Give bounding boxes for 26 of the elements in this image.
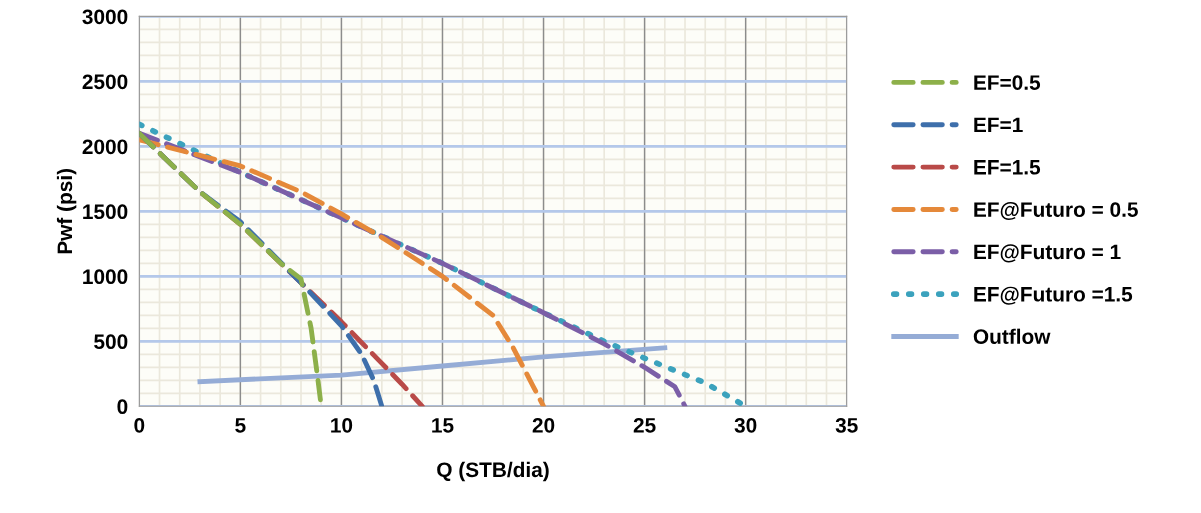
x-tick-label: 25 [633, 417, 656, 433]
legend-label: EF@Futuro = 0.5 [974, 201, 1138, 221]
x-tick-label: 15 [432, 418, 454, 433]
legend-label: Outflow [973, 328, 1051, 344]
x-tick-label: 35 [835, 417, 858, 433]
y-tick-label: 500 [94, 334, 128, 350]
y-tick-label: 2000 [82, 139, 128, 155]
x-tick-label: 20 [532, 417, 555, 433]
legend-label: EF=0.5 [974, 75, 1041, 90]
legend-label: EF=1.5 [974, 160, 1041, 175]
x-tick-label: 10 [331, 417, 353, 433]
line-series [139, 137, 546, 407]
y-tick-label: 1500 [83, 204, 128, 220]
y-tick-label: 3000 [82, 9, 128, 25]
y-tick-label: 1000 [83, 269, 128, 285]
line-series [197, 345, 668, 385]
y-tick-label: 2500 [82, 74, 128, 90]
y-axis-title: Pwf (psi) [56, 168, 77, 254]
x-tick-label: 5 [235, 418, 246, 433]
x-tick-label: 0 [134, 417, 145, 433]
x-tick-label: 30 [734, 417, 757, 433]
legend-label: EF@Futuro =1.5 [974, 286, 1133, 305]
legend-label: EF@Futuro = 1 [974, 244, 1121, 263]
y-tick-label: 0 [117, 399, 128, 415]
legend-label: EF=1 [974, 117, 1023, 133]
x-axis-title: Q (STB/dia) [437, 461, 549, 482]
